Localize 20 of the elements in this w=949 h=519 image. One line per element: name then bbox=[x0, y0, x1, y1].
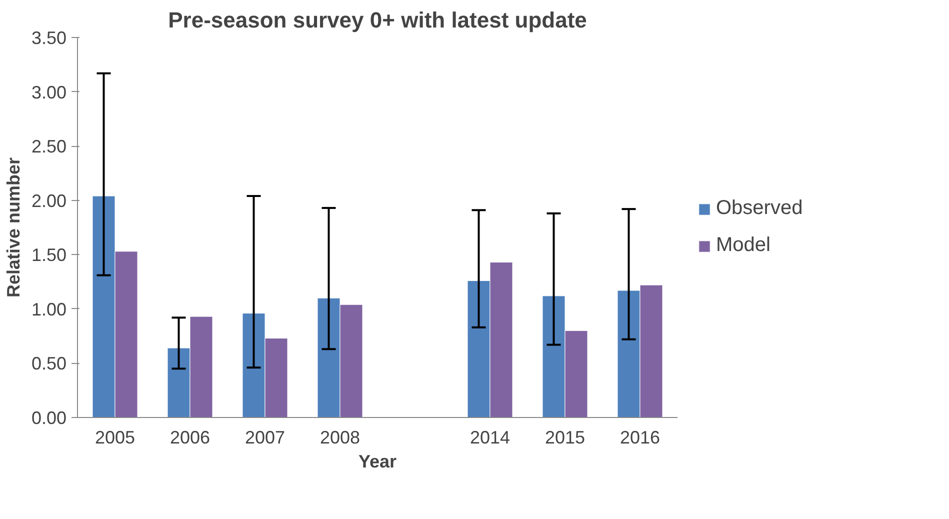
x-tick-label: 2006 bbox=[170, 428, 210, 448]
y-tick-label: 3.50 bbox=[31, 28, 67, 48]
y-tick-label: 1.00 bbox=[31, 299, 67, 320]
y-tick-label: 3.00 bbox=[31, 82, 67, 102]
y-tick-label: 2.50 bbox=[31, 136, 67, 157]
x-axis-title: Year bbox=[358, 452, 397, 472]
legend-label: Observed bbox=[716, 197, 803, 220]
y-tick-label: 2.00 bbox=[31, 190, 67, 211]
chart-title: Pre-season survey 0+ with latest update bbox=[168, 8, 587, 32]
x-tick-label: 2014 bbox=[470, 428, 510, 448]
x-tick-label: 2005 bbox=[94, 428, 136, 448]
y-axis-title: Relative number bbox=[3, 157, 24, 298]
legend-label: Model bbox=[716, 234, 770, 257]
y-tick-label: 0.00 bbox=[31, 408, 67, 428]
x-tick-label: 2008 bbox=[320, 428, 360, 448]
x-tick-label: 2016 bbox=[620, 428, 660, 448]
y-tick-label: 0.50 bbox=[31, 354, 67, 374]
x-tick-label: 2015 bbox=[544, 428, 586, 448]
x-tick-label: 2007 bbox=[244, 428, 286, 448]
y-tick-label: 1.50 bbox=[31, 245, 67, 266]
